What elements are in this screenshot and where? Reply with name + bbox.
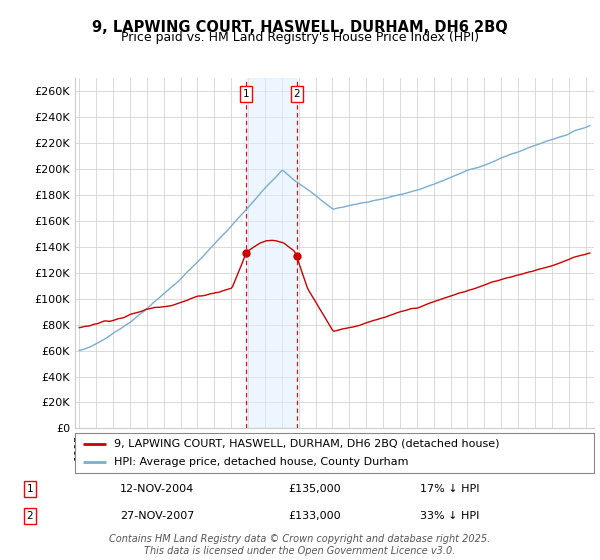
Text: 12-NOV-2004: 12-NOV-2004 <box>120 484 194 494</box>
Text: £133,000: £133,000 <box>288 511 341 521</box>
Text: 27-NOV-2007: 27-NOV-2007 <box>120 511 194 521</box>
Text: Contains HM Land Registry data © Crown copyright and database right 2025.
This d: Contains HM Land Registry data © Crown c… <box>109 534 491 556</box>
Text: 1: 1 <box>26 484 34 494</box>
Text: £135,000: £135,000 <box>288 484 341 494</box>
Text: 1: 1 <box>242 89 249 99</box>
Text: 17% ↓ HPI: 17% ↓ HPI <box>420 484 479 494</box>
Text: Price paid vs. HM Land Registry's House Price Index (HPI): Price paid vs. HM Land Registry's House … <box>121 31 479 44</box>
Text: 9, LAPWING COURT, HASWELL, DURHAM, DH6 2BQ (detached house): 9, LAPWING COURT, HASWELL, DURHAM, DH6 2… <box>114 439 499 449</box>
Text: HPI: Average price, detached house, County Durham: HPI: Average price, detached house, Coun… <box>114 458 409 467</box>
Text: 2: 2 <box>26 511 34 521</box>
Text: 33% ↓ HPI: 33% ↓ HPI <box>420 511 479 521</box>
Text: 9, LAPWING COURT, HASWELL, DURHAM, DH6 2BQ: 9, LAPWING COURT, HASWELL, DURHAM, DH6 2… <box>92 20 508 35</box>
Bar <box>246 78 297 428</box>
Text: 2: 2 <box>294 89 301 99</box>
